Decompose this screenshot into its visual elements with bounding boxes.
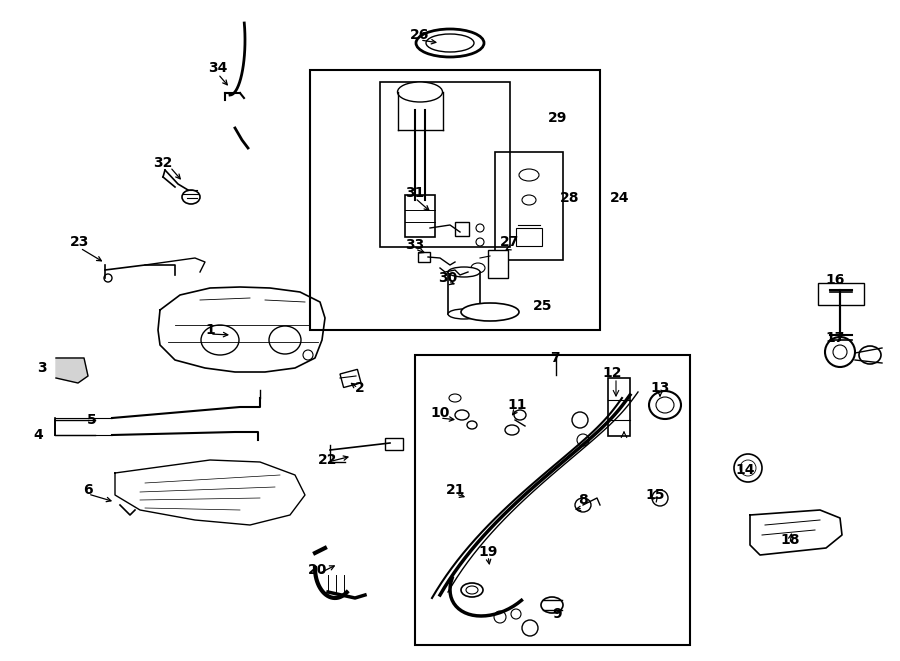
Ellipse shape: [461, 303, 519, 321]
Text: 25: 25: [533, 299, 553, 313]
Text: 1: 1: [205, 323, 215, 337]
Bar: [418, 252, 430, 262]
Text: 5: 5: [87, 413, 97, 427]
Text: 2: 2: [356, 381, 364, 395]
Bar: [488, 250, 508, 278]
Ellipse shape: [461, 583, 483, 597]
Bar: [608, 378, 630, 436]
Text: 33: 33: [405, 238, 425, 252]
Text: 23: 23: [70, 235, 90, 249]
Ellipse shape: [398, 82, 443, 102]
Bar: [448, 272, 480, 314]
Text: 22: 22: [319, 453, 338, 467]
Text: 31: 31: [405, 186, 425, 200]
Text: 4: 4: [33, 428, 43, 442]
Ellipse shape: [649, 391, 681, 419]
Bar: [495, 152, 563, 260]
Bar: [340, 369, 361, 387]
Bar: [455, 222, 469, 236]
Text: 20: 20: [309, 563, 328, 577]
Ellipse shape: [416, 29, 484, 57]
Text: 18: 18: [780, 533, 800, 547]
Bar: [310, 70, 600, 330]
Text: 15: 15: [645, 488, 665, 502]
Bar: [405, 195, 435, 237]
Ellipse shape: [448, 309, 480, 319]
Ellipse shape: [448, 267, 480, 277]
Text: 16: 16: [825, 273, 845, 287]
Ellipse shape: [541, 597, 563, 613]
Text: 28: 28: [560, 191, 580, 205]
Bar: [415, 355, 690, 645]
Text: 8: 8: [578, 493, 588, 507]
Text: 29: 29: [548, 111, 568, 125]
Bar: [818, 283, 864, 305]
Text: 13: 13: [651, 381, 670, 395]
Text: 27: 27: [500, 235, 519, 249]
Text: 30: 30: [438, 271, 457, 285]
Text: 10: 10: [430, 406, 450, 420]
Text: 12: 12: [602, 366, 622, 380]
Text: 26: 26: [410, 28, 429, 42]
Text: 6: 6: [83, 483, 93, 497]
Text: 7: 7: [550, 351, 560, 365]
Text: 21: 21: [446, 483, 466, 497]
Text: 9: 9: [553, 607, 562, 621]
Text: 19: 19: [478, 545, 498, 559]
Text: 14: 14: [735, 463, 755, 477]
Polygon shape: [56, 358, 88, 383]
Text: 17: 17: [825, 331, 845, 345]
Bar: [385, 438, 403, 450]
Text: 32: 32: [153, 156, 173, 170]
Bar: [516, 228, 542, 246]
Text: 34: 34: [208, 61, 228, 75]
Text: 3: 3: [37, 361, 47, 375]
Text: 24: 24: [610, 191, 630, 205]
Text: 11: 11: [508, 398, 526, 412]
Bar: [380, 82, 510, 247]
Ellipse shape: [859, 346, 881, 364]
